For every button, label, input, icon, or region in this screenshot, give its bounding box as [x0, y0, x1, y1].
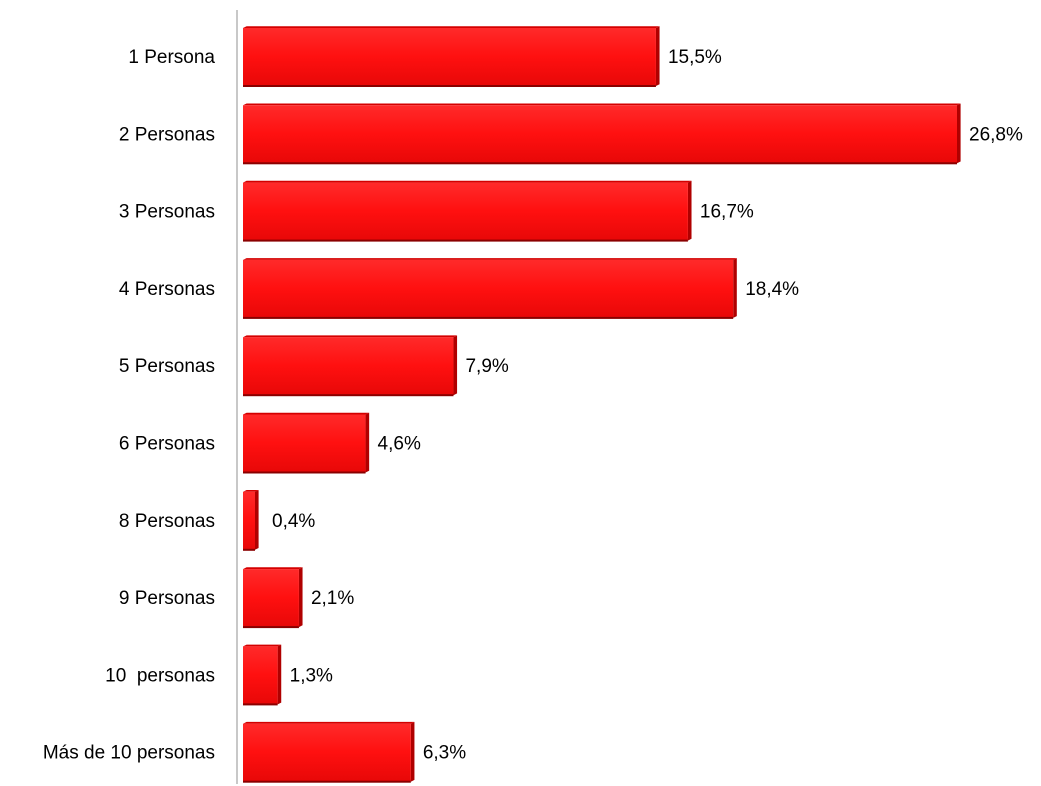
bar-shadow-7 [243, 547, 255, 551]
bar-side-6 [365, 412, 370, 473]
category-label-6: 6 Personas [119, 434, 215, 455]
bar-top-7 [243, 490, 259, 492]
value-label-8: 2,1% [311, 588, 354, 609]
category-label-7: 8 Personas [119, 511, 215, 532]
bar-shadow-8 [243, 625, 299, 629]
bar-5 [243, 337, 454, 395]
value-label-2: 26,8% [969, 124, 1023, 145]
category-label-3: 3 Personas [119, 202, 215, 223]
bar-shadow-6 [243, 470, 366, 474]
bar-shadow-9 [243, 702, 278, 706]
bar-shadow-10 [243, 779, 411, 783]
bar-8 [243, 569, 299, 627]
bar-side-4 [733, 258, 737, 318]
bar-side-9 [277, 644, 282, 705]
bar-top-5 [243, 335, 458, 338]
bar-top-6 [243, 412, 370, 415]
category-label-1: 1 Persona [128, 47, 215, 68]
bar-3 [243, 182, 688, 240]
bar-side-8 [298, 567, 303, 628]
bar-top-4 [243, 258, 737, 260]
bar-top-2 [243, 103, 961, 106]
bar-side-10 [410, 721, 415, 782]
value-label-9: 1,3% [290, 665, 333, 686]
bar-top-1 [243, 26, 660, 28]
bar-side-1 [655, 26, 660, 86]
bars-group [243, 26, 961, 783]
bar-shadow-5 [243, 393, 454, 397]
bar-7 [243, 491, 255, 549]
bar-top-9 [243, 644, 282, 647]
bar-6 [243, 414, 366, 472]
bar-shadow-3 [243, 238, 688, 242]
bar-top-3 [243, 180, 692, 183]
category-label-8: 9 Personas [119, 588, 215, 609]
category-label-9: 10 personas [105, 665, 215, 686]
bar-side-2 [957, 103, 961, 164]
bar-side-3 [687, 180, 692, 241]
value-label-5: 7,9% [465, 356, 508, 377]
bar-shadow-2 [243, 161, 957, 165]
value-label-7: 0,4% [272, 511, 315, 532]
value-label-1: 15,5% [668, 47, 722, 68]
category-label-5: 5 Personas [119, 356, 215, 377]
bar-side-5 [453, 335, 458, 396]
bar-1 [243, 28, 656, 85]
value-label-4: 18,4% [745, 279, 799, 300]
bar-4 [243, 259, 734, 317]
labels-group: 1 Persona 15,5% 2 Personas 26,8% 3 Personas 1… [43, 47, 1023, 764]
value-label-3: 16,7% [700, 202, 754, 223]
category-label-10: Más de 10 personas [43, 743, 215, 764]
bar-side-7 [255, 490, 259, 550]
value-label-10: 6,3% [423, 743, 466, 764]
bar-10 [243, 723, 411, 781]
bar-top-8 [243, 567, 303, 570]
category-label-4: 4 Personas [119, 279, 215, 300]
value-label-6: 4,6% [378, 434, 421, 455]
bar-shadow-1 [243, 84, 656, 87]
bar-shadow-4 [243, 315, 734, 319]
bar-top-10 [243, 721, 415, 724]
category-label-2: 2 Personas [119, 124, 215, 145]
bar-2 [243, 105, 957, 163]
bar-9 [243, 646, 278, 704]
